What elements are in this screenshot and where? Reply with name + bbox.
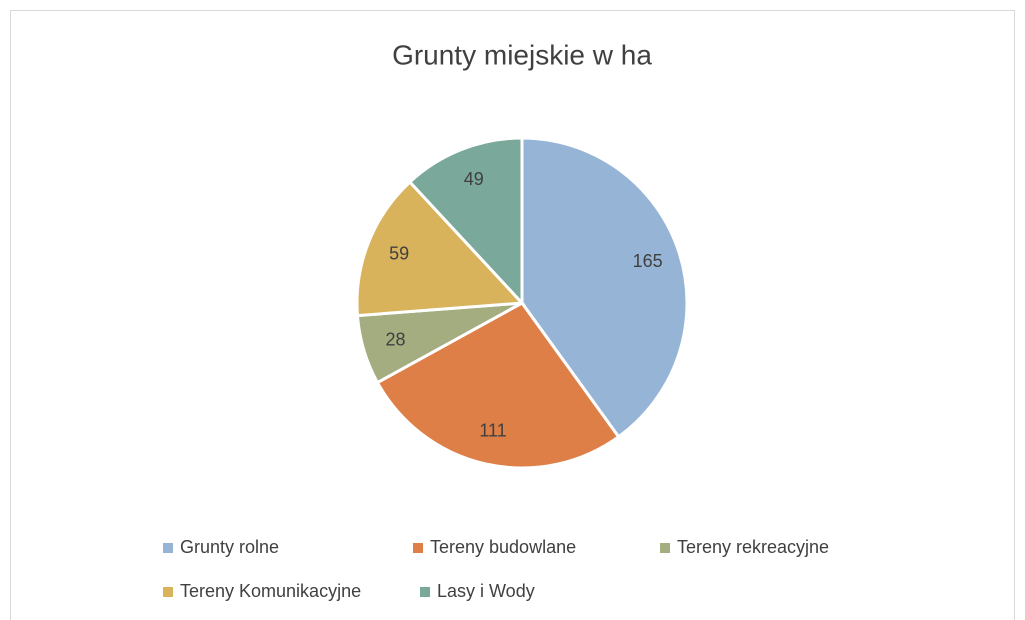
pie-slice xyxy=(520,136,689,439)
pie-slice xyxy=(355,179,526,318)
legend-label: Lasy i Wody xyxy=(437,581,535,601)
legend-swatch xyxy=(163,543,173,553)
legend-swatch xyxy=(163,587,173,597)
legend-label: Tereny rekreacyjne xyxy=(677,537,829,557)
legend-swatch xyxy=(660,543,670,553)
legend-label: Tereny Komunikacyjne xyxy=(180,581,361,601)
legend-label: Tereny budowlane xyxy=(430,537,576,557)
data-label: 59 xyxy=(389,244,409,264)
data-label: 49 xyxy=(464,169,484,189)
chart-title: Grunty miejskie w ha xyxy=(392,39,652,70)
data-label: 165 xyxy=(633,251,663,271)
legend-label: Grunty rolne xyxy=(180,537,279,557)
data-label: 111 xyxy=(479,421,506,441)
legend-swatch xyxy=(420,587,430,597)
data-label: 28 xyxy=(385,329,405,349)
pie-slice xyxy=(375,301,621,470)
legend-swatch xyxy=(413,543,423,553)
pie-slice xyxy=(407,136,524,307)
